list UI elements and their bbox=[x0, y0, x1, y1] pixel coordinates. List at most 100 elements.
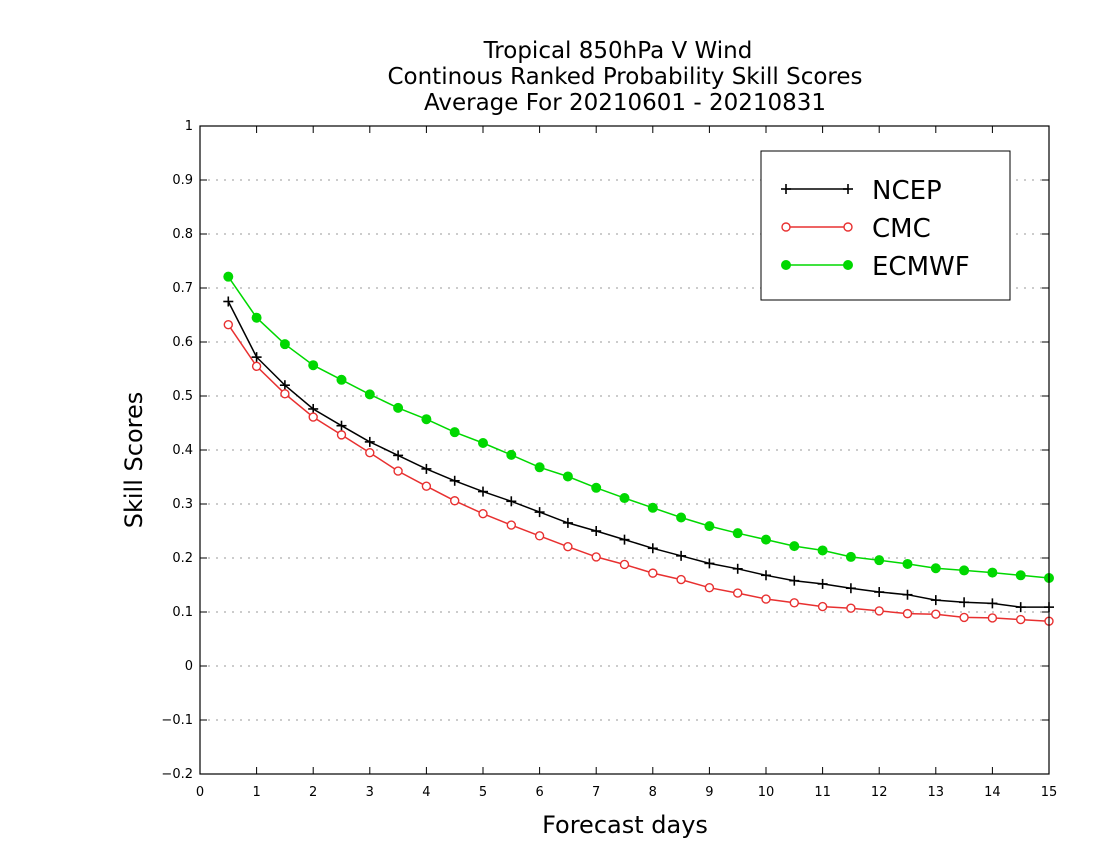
ecmwf-data-point bbox=[591, 482, 602, 493]
ecmwf-data-point bbox=[704, 521, 715, 532]
y-tick-label: 0.9 bbox=[172, 173, 193, 188]
cmc-data-point bbox=[761, 594, 771, 604]
ncep-data-point bbox=[781, 184, 791, 194]
ecmwf-data-point bbox=[251, 312, 262, 323]
cmc-data-point bbox=[704, 583, 715, 593]
ncep-data-point bbox=[676, 550, 687, 561]
cmc-data-point bbox=[365, 448, 375, 458]
cmc-data-point bbox=[789, 598, 799, 608]
ncep-data-point bbox=[562, 517, 573, 528]
ecmwf-series bbox=[223, 271, 1054, 583]
ecmwf-data-point bbox=[449, 427, 460, 438]
x-tick-label: 15 bbox=[1041, 785, 1058, 800]
cmc-data-point bbox=[450, 496, 460, 506]
y-tick-label: −0.2 bbox=[161, 767, 193, 782]
legend-label-ncep: NCEP bbox=[872, 176, 942, 206]
cmc-data-point bbox=[648, 568, 658, 578]
ecmwf-data-point bbox=[308, 360, 319, 371]
cmc-line bbox=[227, 324, 1050, 622]
legend-item-ncep: NCEP bbox=[781, 176, 942, 206]
ncep-line bbox=[227, 301, 1049, 608]
legend: NCEP CMC ECMWF bbox=[760, 150, 1011, 301]
cmc-data-point bbox=[506, 520, 516, 530]
y-tick-label: 0.8 bbox=[172, 227, 193, 242]
ncep-data-point bbox=[959, 597, 970, 608]
ncep-data-point bbox=[732, 563, 743, 574]
title-line-3: Average For 20210601 - 20210831 bbox=[424, 90, 826, 116]
cmc-data-point bbox=[393, 466, 403, 476]
ncep-data-point bbox=[987, 598, 998, 609]
ncep-data-point bbox=[761, 570, 771, 581]
cmc-data-point bbox=[336, 430, 347, 440]
x-tick-label: 10 bbox=[758, 785, 775, 800]
title-line-1: Tropical 850hPa V Wind bbox=[483, 38, 753, 64]
ecmwf-data-point bbox=[930, 563, 941, 574]
ncep-data-point bbox=[704, 558, 715, 569]
ncep-data-point bbox=[591, 526, 602, 536]
ncep-data-point bbox=[223, 296, 234, 307]
ecmwf-data-point bbox=[279, 339, 290, 350]
ecmwf-data-point bbox=[987, 567, 998, 578]
ecmwf-data-point bbox=[1015, 570, 1026, 581]
x-tick-label: 1 bbox=[252, 785, 260, 800]
ecmwf-data-point bbox=[789, 541, 800, 552]
ecmwf-data-point bbox=[223, 271, 234, 282]
ecmwf-data-point bbox=[647, 502, 658, 513]
ecmwf-data-point bbox=[619, 493, 630, 504]
cmc-data-point bbox=[987, 613, 998, 623]
legend-item-ecmwf: ECMWF bbox=[781, 252, 970, 282]
ecmwf-data-point bbox=[902, 558, 913, 569]
ecmwf-data-point bbox=[364, 389, 375, 400]
ncep-data-point bbox=[279, 380, 290, 391]
ecmwf-data-point bbox=[843, 260, 853, 270]
x-tick-label: 9 bbox=[705, 785, 713, 800]
ncep-data-point bbox=[336, 420, 347, 431]
ncep-data-point bbox=[506, 496, 517, 507]
ncep-data-point bbox=[364, 436, 375, 447]
ecmwf-data-point bbox=[562, 471, 573, 482]
ecmwf-data-point bbox=[421, 414, 432, 425]
ncep-data-point bbox=[789, 575, 800, 586]
ncep-data-point bbox=[817, 578, 828, 589]
legend-label-ecmwf: ECMWF bbox=[872, 252, 970, 282]
x-tick-label: 7 bbox=[592, 785, 600, 800]
cmc-data-point bbox=[959, 612, 969, 623]
ncep-data-point bbox=[902, 589, 913, 600]
ncep-data-point bbox=[930, 595, 941, 606]
y-tick-label: 0.7 bbox=[172, 281, 193, 296]
cmc-data-point bbox=[534, 531, 545, 541]
ecmwf-data-point bbox=[732, 528, 743, 539]
legend-label-cmc: CMC bbox=[872, 214, 931, 244]
x-tick-label: 5 bbox=[479, 785, 487, 800]
y-tick-label: 0.2 bbox=[172, 551, 193, 566]
ecmwf-line bbox=[227, 276, 1050, 579]
ecmwf-data-point bbox=[534, 462, 545, 473]
ecmwf-data-point bbox=[817, 545, 828, 556]
ncep-data-point bbox=[1015, 602, 1026, 613]
x-tick-label: 2 bbox=[309, 785, 317, 800]
y-tick-label: 0.6 bbox=[172, 335, 193, 350]
grid-lines bbox=[200, 179, 1049, 721]
x-tick-label: 6 bbox=[535, 785, 543, 800]
ncep-data-point bbox=[647, 543, 658, 554]
cmc-data-point bbox=[1016, 614, 1026, 625]
chart-title: Tropical 850hPa V Wind Continous Ranked … bbox=[387, 38, 862, 116]
ncep-data-point bbox=[534, 507, 545, 518]
x-tick-label: 4 bbox=[422, 785, 430, 800]
legend-item-cmc: CMC bbox=[781, 214, 931, 244]
y-tick-label: 0.5 bbox=[172, 389, 193, 404]
cmc-data-point bbox=[280, 389, 290, 399]
x-tick-label: 3 bbox=[366, 785, 374, 800]
y-tick-label: 0.1 bbox=[172, 605, 193, 620]
cmc-data-point bbox=[421, 481, 432, 491]
cmc-data-point bbox=[902, 608, 913, 619]
ecmwf-data-point bbox=[845, 551, 856, 562]
ecmwf-data-point bbox=[506, 449, 517, 460]
y-axis-label: Skill Scores bbox=[120, 392, 148, 529]
ncep-data-point bbox=[449, 475, 460, 486]
ncep-data-point bbox=[478, 486, 488, 497]
x-tick-label: 13 bbox=[928, 785, 945, 800]
cmc-data-point bbox=[223, 320, 234, 330]
ecmwf-data-point bbox=[761, 534, 771, 545]
